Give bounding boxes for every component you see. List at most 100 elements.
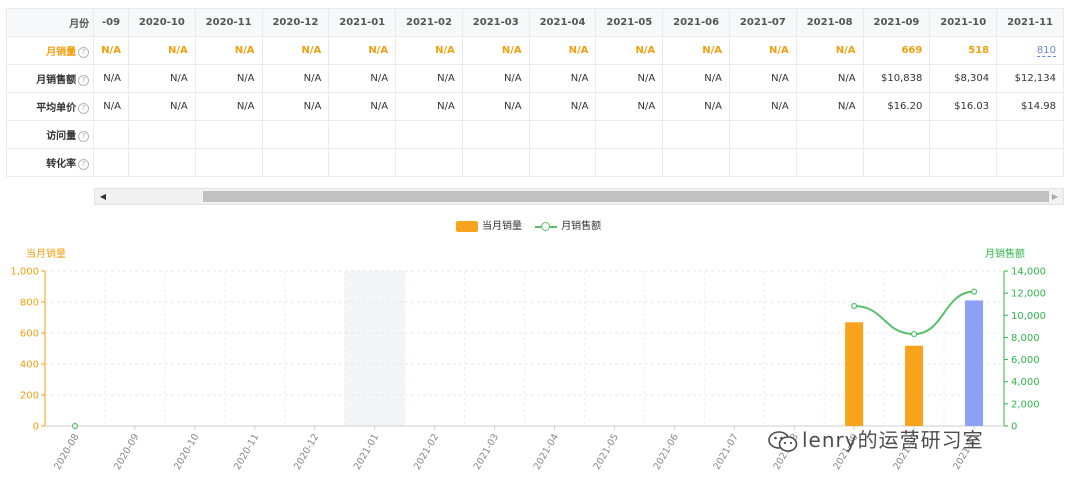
table-cell: N/A [528, 92, 597, 121]
table-cell [728, 120, 797, 149]
table-cell: $14.98 [996, 92, 1064, 121]
table-cell: $10,838 [862, 64, 931, 93]
header-month-cell: 2021-02 [395, 8, 463, 37]
scroll-right-arrow-icon[interactable]: ▶ [1051, 192, 1059, 201]
table-cell [461, 120, 530, 149]
revenue-point [71, 422, 79, 430]
table-cell [328, 120, 397, 149]
row-label-cell: 访问量? [6, 120, 95, 149]
header-month-cell: 2021-06 [662, 8, 730, 37]
bar [845, 322, 864, 426]
table-cell [127, 120, 196, 149]
revenue-point [970, 288, 978, 295]
table-cell: $8,304 [929, 64, 998, 93]
watermark-text: lenry的运营研习室 [802, 428, 984, 452]
table-cell: $12,134 [996, 64, 1064, 93]
revenue-line [854, 290, 975, 336]
row-label-cell: 月销售额? [6, 64, 95, 93]
sales-link-cell[interactable]: 810 [996, 36, 1064, 65]
table-cell [194, 120, 263, 149]
y-right-tick-label: 14,000 [1011, 267, 1046, 278]
row-label-cell: 月销量? [6, 36, 95, 65]
table-row: 月销量? N/A N/A N/A N/A N/A N/A N/A N/A N/A N/A N/A N/A… [6, 36, 1064, 65]
x-tick-label: 2020-12 [292, 432, 321, 472]
help-icon[interactable]: ? [78, 158, 90, 170]
table-cell: N/A [595, 36, 664, 65]
table-cell [261, 148, 330, 177]
revenue-point [910, 330, 918, 338]
legend-bar-swatch-icon [456, 220, 478, 232]
table-cell: N/A [93, 36, 129, 65]
x-tick-label: 2021-01 [352, 432, 381, 472]
legend-item-monthly-revenue[interactable]: 月销售额 [535, 217, 601, 232]
table-cell: 669 [862, 36, 931, 65]
row-label: 月销售额 [36, 75, 77, 86]
table-row: 平均单价? N/A N/A N/A N/A N/A N/A N/A N/A N/A N/A N/A N/… [6, 92, 1064, 121]
table-cell [395, 120, 463, 149]
sales-link[interactable]: 810 [1036, 45, 1056, 57]
table-cell: $16.03 [929, 92, 998, 121]
table-cell: N/A [328, 36, 397, 65]
row-label-cell: 转化率? [6, 148, 95, 177]
chart-legend: 当月销量 月销售额 [456, 217, 611, 232]
table-cell [795, 148, 864, 177]
scrollbar-thumb[interactable] [203, 191, 1049, 202]
x-tick-label: 2020-08 [52, 432, 81, 472]
table-cell: N/A [795, 92, 864, 121]
table-cell: N/A [662, 64, 730, 93]
table-cell [595, 120, 664, 149]
x-tick-label: 2020-11 [232, 432, 261, 472]
table-cell [395, 148, 463, 177]
table-cell: N/A [662, 92, 730, 121]
y-right-tick-label: 12,000 [1011, 289, 1046, 300]
x-tick-label: 2021-05 [592, 432, 621, 472]
table-cell: N/A [194, 36, 263, 65]
legend-label-monthly-sales: 当月销量 [482, 221, 522, 232]
help-icon[interactable]: ? [78, 130, 90, 142]
table-cell: N/A [395, 64, 463, 93]
table-row: 转化率? [6, 148, 1064, 177]
header-month-cell: 2021-08 [795, 8, 864, 37]
help-icon[interactable]: ? [78, 46, 90, 58]
table-row: 月销售额? N/A N/A N/A N/A N/A N/A N/A N/A N/A N/A N/A N/… [6, 64, 1064, 93]
row-label: 月销量 [46, 47, 77, 58]
help-icon[interactable]: ? [78, 102, 90, 114]
header-month-cell: 2021-07 [728, 8, 797, 37]
legend-item-monthly-sales[interactable]: 当月销量 [456, 217, 522, 232]
y-left-tick-label: 400 [20, 360, 39, 371]
header-month-cell: 2020-10 [127, 8, 196, 37]
table-cell: N/A [127, 36, 196, 65]
legend-line-swatch-icon [535, 221, 558, 232]
y-left-axis-title: 当月销量 [26, 247, 66, 260]
table-cell: N/A [728, 36, 797, 65]
table-cell [728, 148, 797, 177]
y-right-tick-label: 10,000 [1011, 311, 1046, 322]
table-cell: N/A [328, 64, 397, 93]
table-cell: N/A [795, 36, 864, 65]
help-icon[interactable]: ? [78, 74, 90, 86]
table-cell: N/A [728, 92, 797, 121]
table-cell [929, 120, 998, 149]
legend-label-monthly-revenue: 月销售额 [561, 221, 602, 232]
hover-band [344, 271, 405, 426]
header-month-cell: 2021-01 [328, 8, 397, 37]
table-cell [93, 120, 129, 149]
table-cell: N/A [261, 36, 330, 65]
x-tick-label: 2020-09 [112, 432, 141, 472]
table-cell [127, 148, 196, 177]
scroll-left-arrow-icon[interactable]: ◀ [99, 192, 107, 201]
y-left-tick-label: 600 [20, 329, 39, 340]
table-cell: 518 [929, 36, 998, 65]
row-label: 转化率 [46, 159, 77, 170]
monthly-data-table: 月份 -09 2020-10 2020-11 2020-12 2021-01 2021-02… [6, 8, 1064, 177]
table-horizontal-scrollbar[interactable]: ◀ ▶ [94, 188, 1064, 205]
y-right-tick-label: 4,000 [1011, 377, 1040, 388]
table-cell: N/A [261, 64, 330, 93]
table-cell: $16.20 [862, 92, 931, 121]
table-cell: N/A [194, 92, 263, 121]
table-row: 访问量? [6, 120, 1064, 149]
table-cell: N/A [461, 64, 530, 93]
watermark: lenry的运营研习室 [768, 424, 984, 453]
bar [905, 345, 924, 426]
table-cell [662, 148, 730, 177]
